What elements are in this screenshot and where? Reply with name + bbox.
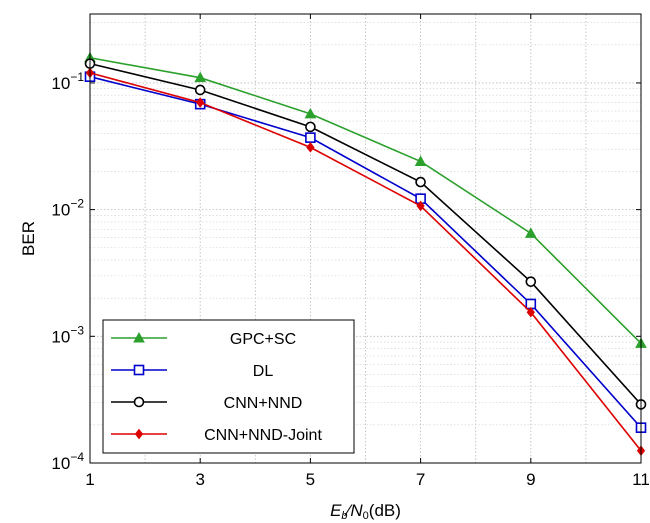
legend-entry-gpc-sc: GPC+SC: [111, 331, 296, 348]
x-axis-label-e: E: [330, 501, 342, 520]
data-point-cnn-nnd: [305, 121, 316, 133]
x-axis-label-sub-0: 0: [363, 510, 369, 522]
data-point-dl: [305, 132, 316, 143]
x-axis-label-n: N: [350, 501, 363, 520]
y-tick-label: 10−4: [51, 450, 84, 473]
legend-box: [102, 319, 355, 454]
x-axis-label-slash: ⁄: [344, 501, 354, 520]
data-point-gpc-sc: [304, 107, 317, 119]
legend-label: CNN+NND-Joint: [204, 427, 322, 444]
data-point-gpc-sc: [194, 71, 207, 83]
data-point-cnn-nnd: [525, 276, 537, 287]
data-point-gpc-sc: [524, 227, 537, 238]
legend-label: CNN+NND: [224, 395, 303, 412]
legend-marker-gpc-sc: [133, 331, 145, 343]
x-axis-label-unit: (dB): [369, 501, 401, 520]
data-point-gpc-sc: [414, 155, 427, 166]
x-tick-label: 3: [195, 470, 204, 489]
y-tick-label: 10−2: [51, 197, 84, 220]
data-point-cnn-nnd-joint: [416, 200, 425, 212]
x-tick-label: 5: [306, 470, 315, 489]
y-tick-label: 10−3: [51, 323, 84, 346]
legend-entry-cnn-nnd-joint: CNN+NND-Joint: [111, 427, 322, 444]
legend-entry-dl: DL: [111, 363, 273, 380]
data-point-cnn-nnd-joint: [526, 306, 535, 318]
legend-entry-cnn-nnd: CNN+NND: [111, 395, 302, 412]
legend-marker-dl: [133, 364, 145, 376]
y-tick-label: 10−1: [51, 70, 84, 93]
data-point-cnn-nnd-joint: [306, 142, 315, 153]
x-tick-label: 1: [85, 470, 94, 489]
x-axis-label: Eb⁄N0(dB): [330, 501, 401, 522]
series-layer: [84, 51, 647, 457]
x-tick-label: 7: [416, 470, 425, 489]
axis-ticks: 1 3 5 7 9 11 10−1 10−2 10−3 10−4: [51, 14, 650, 489]
grid: [90, 14, 641, 463]
series-cnn-nnd-joint: [85, 67, 646, 457]
series-line-gpc-sc: [89, 56, 642, 344]
legend-label: DL: [253, 363, 274, 380]
x-tick-label: 11: [632, 470, 650, 489]
legend-marker-cnn-nnd: [133, 396, 145, 408]
data-point-cnn-nnd-joint: [196, 97, 205, 108]
y-axis-label: BER: [19, 221, 38, 256]
series-line-cnn-nnd: [89, 62, 642, 405]
legend: GPC+SC DL CNN+NND CNN+NND-Joint: [102, 319, 355, 454]
x-tick-label: 9: [526, 470, 535, 489]
series-line-dl: [89, 75, 642, 429]
data-point-cnn-nnd: [415, 176, 426, 188]
legend-marker-cnn-nnd-joint: [134, 428, 144, 440]
series-line-cnn-nnd-joint: [89, 72, 642, 452]
plot-frame: [89, 13, 642, 464]
legend-label: GPC+SC: [230, 331, 296, 348]
x-axis-label-sub-b: b: [341, 510, 347, 522]
data-point-cnn-nnd: [194, 84, 206, 96]
